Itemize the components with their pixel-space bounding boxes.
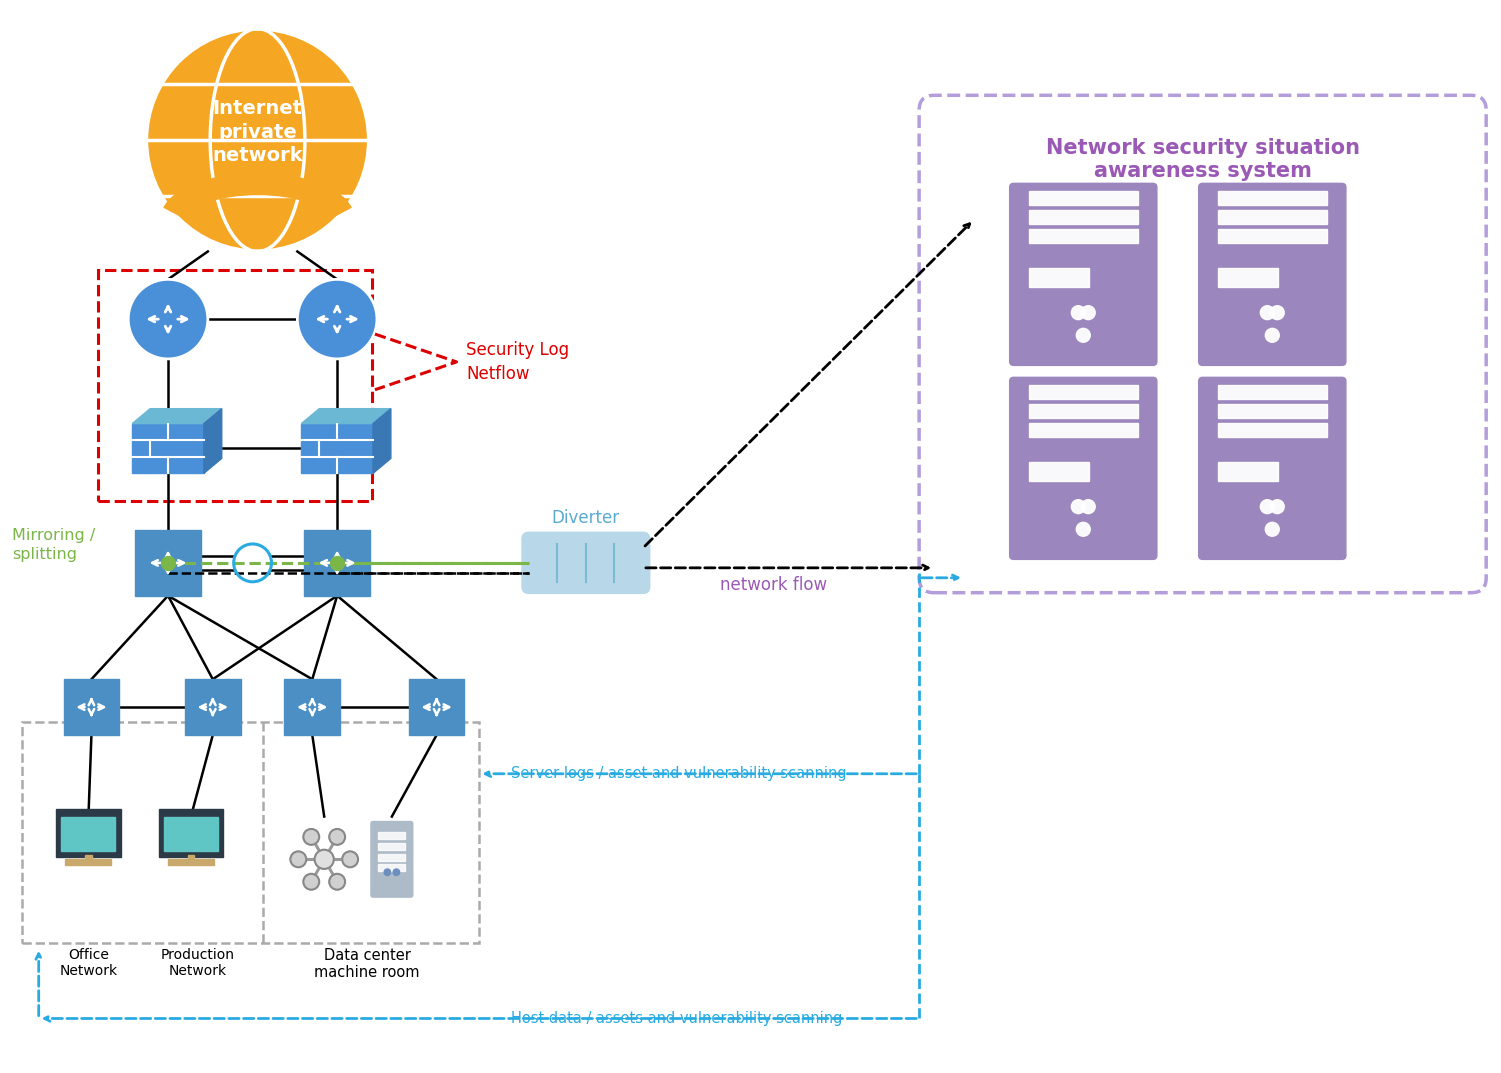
Text: Data center
machine room: Data center machine room [314,947,420,981]
FancyBboxPatch shape [284,679,341,735]
Text: Diverter: Diverter [552,509,620,527]
FancyBboxPatch shape [378,865,405,871]
Polygon shape [372,409,390,473]
FancyBboxPatch shape [188,855,194,861]
FancyBboxPatch shape [1030,268,1088,286]
Circle shape [329,873,345,890]
Circle shape [1261,500,1274,514]
Circle shape [1270,500,1285,514]
FancyBboxPatch shape [1217,462,1277,481]
Text: Server logs / asset and vulnerability scanning: Server logs / asset and vulnerability sc… [512,766,847,781]
FancyBboxPatch shape [1217,403,1327,417]
FancyBboxPatch shape [1217,385,1327,399]
FancyBboxPatch shape [378,843,405,850]
Polygon shape [302,409,390,424]
Circle shape [384,869,390,876]
FancyBboxPatch shape [1010,378,1157,559]
FancyBboxPatch shape [66,859,111,865]
Circle shape [303,829,320,844]
FancyBboxPatch shape [1030,423,1138,437]
Text: Mirroring /
splitting: Mirroring / splitting [12,528,95,562]
FancyBboxPatch shape [185,679,240,735]
FancyBboxPatch shape [1030,230,1138,242]
Circle shape [1072,500,1085,514]
Text: Network security situation
awareness system: Network security situation awareness sys… [1046,138,1360,181]
Circle shape [1076,523,1090,536]
FancyBboxPatch shape [1030,462,1088,481]
FancyBboxPatch shape [168,859,215,865]
FancyBboxPatch shape [1217,210,1327,224]
Circle shape [297,279,377,359]
Circle shape [1081,500,1096,514]
FancyBboxPatch shape [62,818,116,851]
Circle shape [1076,328,1090,342]
FancyBboxPatch shape [132,424,204,473]
Circle shape [1081,306,1096,320]
Text: Security Log
Netflow: Security Log Netflow [467,341,569,383]
Circle shape [1270,306,1285,320]
FancyBboxPatch shape [1030,385,1138,399]
Circle shape [146,29,369,251]
FancyBboxPatch shape [1217,191,1327,205]
FancyBboxPatch shape [1030,191,1138,205]
FancyBboxPatch shape [522,533,648,592]
FancyBboxPatch shape [302,424,372,473]
Circle shape [1265,523,1279,536]
FancyBboxPatch shape [1199,183,1346,366]
Circle shape [315,850,333,869]
Circle shape [1265,328,1279,342]
Circle shape [1072,306,1085,320]
Text: Host data / assets and vulnerability scanning: Host data / assets and vulnerability sca… [512,1011,842,1026]
Text: Production
Network: Production Network [161,947,234,979]
Text: network flow: network flow [720,576,827,593]
FancyBboxPatch shape [1199,378,1346,559]
Circle shape [1261,306,1274,320]
FancyBboxPatch shape [164,818,218,851]
FancyBboxPatch shape [1217,230,1327,242]
Text: Internet
private
network: Internet private network [212,99,303,165]
Circle shape [393,869,399,876]
Polygon shape [132,409,222,424]
FancyBboxPatch shape [135,530,201,596]
FancyBboxPatch shape [1010,183,1157,366]
Polygon shape [204,409,222,473]
Circle shape [342,851,359,867]
Circle shape [329,829,345,844]
FancyBboxPatch shape [1217,423,1327,437]
FancyBboxPatch shape [1217,268,1277,286]
FancyBboxPatch shape [305,530,369,596]
FancyBboxPatch shape [86,855,92,861]
FancyBboxPatch shape [1030,210,1138,224]
FancyBboxPatch shape [378,854,405,861]
FancyBboxPatch shape [371,822,413,897]
FancyBboxPatch shape [408,679,464,735]
FancyBboxPatch shape [378,832,405,839]
FancyBboxPatch shape [159,809,224,857]
Text: Office
Network: Office Network [60,947,117,979]
FancyBboxPatch shape [1030,403,1138,417]
Circle shape [290,851,306,867]
FancyBboxPatch shape [56,809,120,857]
Circle shape [128,279,207,359]
Circle shape [303,873,320,890]
FancyBboxPatch shape [63,679,119,735]
